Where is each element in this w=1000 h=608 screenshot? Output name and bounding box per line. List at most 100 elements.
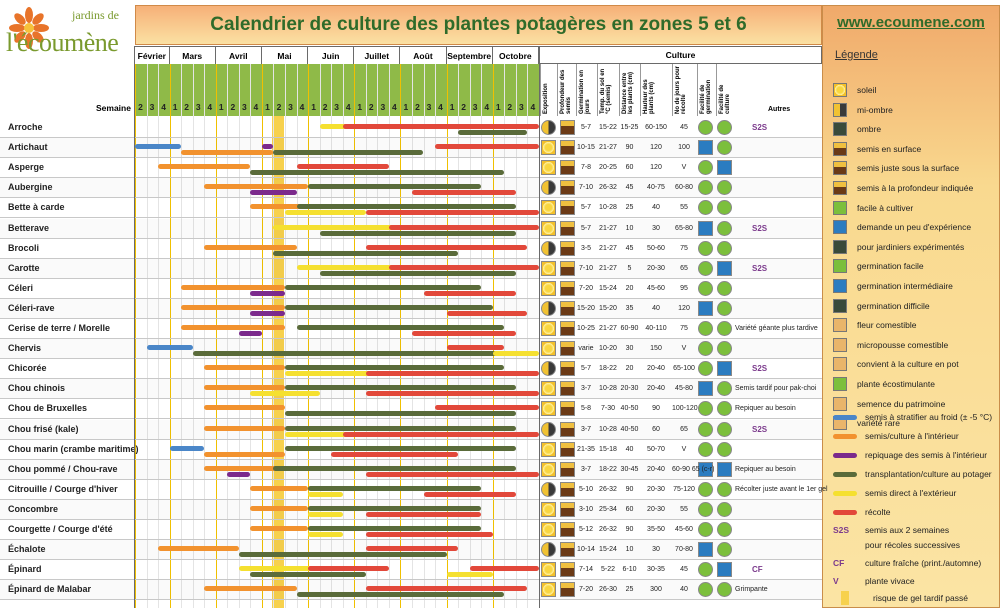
hard-icon [833, 298, 847, 313]
hard-icon [833, 239, 847, 254]
cell-germ: 5-7 [580, 365, 592, 373]
cell-jours: 60-90 65 (c-r) [672, 465, 715, 473]
germination-icon [698, 140, 713, 156]
schedule-bar [308, 491, 343, 497]
med-icon [833, 279, 847, 293]
week-number: 4 [392, 102, 397, 112]
table-row: Bette à carde 5-7 10-28 25 40 55 [0, 198, 822, 219]
schedule-bar [319, 270, 516, 276]
legend-label: pour jardiniers expérimentés [857, 241, 965, 252]
week-number: 3 [195, 102, 201, 112]
schedule-bar [250, 572, 366, 578]
culture-icon [717, 260, 732, 276]
schedule-bar [250, 170, 505, 176]
cell-haut: 20-30 [647, 485, 665, 493]
easy-icon [833, 259, 847, 274]
cell-jours: 75 [680, 244, 688, 252]
schedule-bar [135, 144, 182, 150]
week-number: 1 [172, 102, 178, 112]
depth-icon [560, 160, 575, 176]
cell-jours: V [681, 445, 687, 453]
month-2: Avril [215, 46, 262, 64]
week-number: 4 [161, 102, 166, 112]
schedule-bar [469, 566, 539, 572]
cell-haut: 30 [652, 546, 660, 554]
other-note: Grimpante [735, 586, 768, 594]
culture-icon [717, 120, 732, 135]
crop-name: Brocoli [8, 242, 40, 253]
week-number: 4 [438, 102, 443, 112]
germination-icon [698, 562, 713, 578]
legend-code: V [833, 576, 839, 586]
exposure-icon [541, 421, 556, 437]
grid-line [135, 64, 136, 608]
cell-temp: 18-22 [599, 365, 617, 373]
grid-line [169, 64, 171, 608]
cell-jours: 65-100 [673, 365, 695, 373]
depth-icon [560, 461, 575, 477]
legend-line-item: récolte [833, 503, 998, 521]
exposure-icon [541, 220, 556, 236]
depth-icon [560, 220, 575, 236]
legend-label: semis direct à l'extérieur [865, 488, 957, 498]
culture-header: Culture [539, 46, 822, 64]
cell-temp: 26-32 [599, 485, 617, 493]
month-5: Juillet [354, 46, 401, 64]
cell-haut: 50-60 [647, 244, 665, 252]
cell-temp: 15-20 [599, 304, 617, 312]
schedule-bar [388, 264, 539, 270]
cell-jours: V [681, 345, 687, 353]
depth-icon [560, 260, 575, 276]
schedule-bar [285, 445, 516, 451]
cell-jours: 55 [680, 505, 688, 513]
cell-germ: 7-20 [578, 284, 593, 292]
schedule-bar [250, 290, 285, 296]
schedule-bar [204, 451, 285, 457]
s2s-badge: S2S [752, 223, 768, 233]
cell-germ: 10-15 [577, 144, 595, 152]
germination-icon [698, 441, 713, 457]
exposure-icon [541, 341, 556, 357]
crop-name: Épinard de Malabar [8, 584, 92, 595]
grid-line [342, 64, 344, 608]
schedule-bar [158, 546, 239, 552]
depth-icon [560, 120, 575, 135]
schedule-bar [238, 566, 320, 572]
grid-line [146, 64, 148, 608]
depth-icon [560, 381, 575, 397]
week-number: 2 [368, 102, 374, 112]
cell-germ: 3-7 [580, 425, 592, 433]
s2s-badge: S2S [752, 123, 768, 132]
week-number: 3 [426, 102, 432, 112]
cell-jours: V [681, 164, 687, 172]
exposure-icon [541, 140, 556, 156]
cell-jours: 65 [680, 425, 688, 433]
cell-haut: 20-40 [647, 465, 665, 473]
other-icon [833, 337, 847, 352]
crop-name: Aubergine [8, 182, 53, 193]
table-row: Citrouille / Courge d'hiver 5-10 26-32 90 20… [0, 480, 828, 500]
cell-jours: 40 [680, 586, 688, 594]
schedule-bar [365, 511, 482, 517]
frost-swatch [841, 591, 849, 605]
depth-icon [560, 501, 575, 517]
cell-germ: 5-10 [578, 485, 593, 493]
legend-code-item: pour récoles successives [833, 536, 998, 554]
grid-line [388, 64, 390, 608]
crop-name: Échalote [8, 544, 46, 555]
cell-germ: 5-7 [580, 204, 592, 212]
s2s-badge: S2S [752, 424, 768, 434]
legend-label: semis à stratifier au froid (± -5 °C) [865, 412, 993, 422]
culture-icon [717, 240, 732, 256]
site-link[interactable]: www.ecoumene.com [837, 14, 985, 31]
schedule-bar [204, 405, 285, 411]
exposure-icon [541, 280, 556, 296]
cell-jours: 120 [678, 304, 690, 312]
cell-haut: 300 [650, 586, 662, 594]
table-row: Carotte 7-10 21-27 5 20-30 65 S2S [0, 259, 822, 279]
cell-dist: 10 [625, 546, 634, 554]
crop-name: Cerise de terre / Morelle [8, 323, 111, 333]
other-note: Variété géante plus tardive [735, 325, 818, 332]
culture-col-header: Profondeur des semis [557, 64, 576, 116]
other-note: Semis tardif pour pak-choi [735, 385, 817, 393]
